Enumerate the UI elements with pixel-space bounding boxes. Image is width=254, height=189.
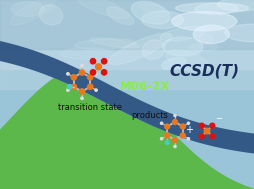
Circle shape [80,64,84,68]
Ellipse shape [217,0,254,11]
Ellipse shape [193,25,228,43]
Ellipse shape [131,1,169,24]
Circle shape [94,63,102,70]
Circle shape [70,83,77,90]
Circle shape [78,69,85,76]
Circle shape [78,88,85,95]
Ellipse shape [60,48,114,59]
Ellipse shape [106,7,133,25]
Circle shape [198,133,204,139]
Text: transition state: transition state [58,102,121,112]
Circle shape [66,84,72,90]
Ellipse shape [108,33,171,65]
Circle shape [66,72,70,76]
Ellipse shape [74,39,136,50]
Ellipse shape [75,0,129,19]
Polygon shape [0,78,254,189]
Ellipse shape [188,43,217,51]
Circle shape [208,122,215,129]
Circle shape [198,122,204,129]
Circle shape [159,122,163,125]
Ellipse shape [139,4,163,13]
Circle shape [86,74,93,81]
Ellipse shape [39,5,62,25]
Ellipse shape [161,58,186,70]
Circle shape [89,58,96,65]
Circle shape [171,137,178,143]
Text: CCSD(T): CCSD(T) [168,64,238,78]
Circle shape [89,69,96,76]
Ellipse shape [224,24,254,42]
Text: products: products [131,112,168,121]
Circle shape [159,137,163,141]
Ellipse shape [10,0,55,25]
Bar [0,0,254,89]
Circle shape [94,88,98,92]
Circle shape [100,58,107,65]
Circle shape [163,123,170,130]
Circle shape [172,114,176,117]
Ellipse shape [171,12,236,31]
Ellipse shape [165,50,209,72]
Circle shape [164,140,169,145]
Text: +: + [184,125,192,135]
Bar [0,0,254,69]
Circle shape [171,119,178,125]
Circle shape [186,122,189,125]
Text: M06-2X: M06-2X [119,81,169,94]
Ellipse shape [194,3,237,15]
Circle shape [94,72,98,76]
Circle shape [179,123,185,130]
Circle shape [100,69,107,76]
Bar [0,0,254,49]
Circle shape [208,133,215,139]
Ellipse shape [90,38,139,48]
Ellipse shape [162,37,202,56]
Circle shape [203,128,210,135]
Circle shape [172,145,176,148]
Circle shape [186,137,189,141]
Polygon shape [0,39,254,155]
Circle shape [179,132,185,139]
Ellipse shape [141,11,183,29]
Circle shape [86,83,93,90]
Circle shape [80,96,84,100]
Ellipse shape [175,3,248,13]
Ellipse shape [142,40,164,60]
Ellipse shape [11,2,44,16]
Circle shape [70,74,77,81]
Ellipse shape [196,35,212,44]
Circle shape [163,132,170,139]
Text: −: − [215,115,222,123]
Circle shape [66,88,70,92]
Ellipse shape [159,27,205,41]
